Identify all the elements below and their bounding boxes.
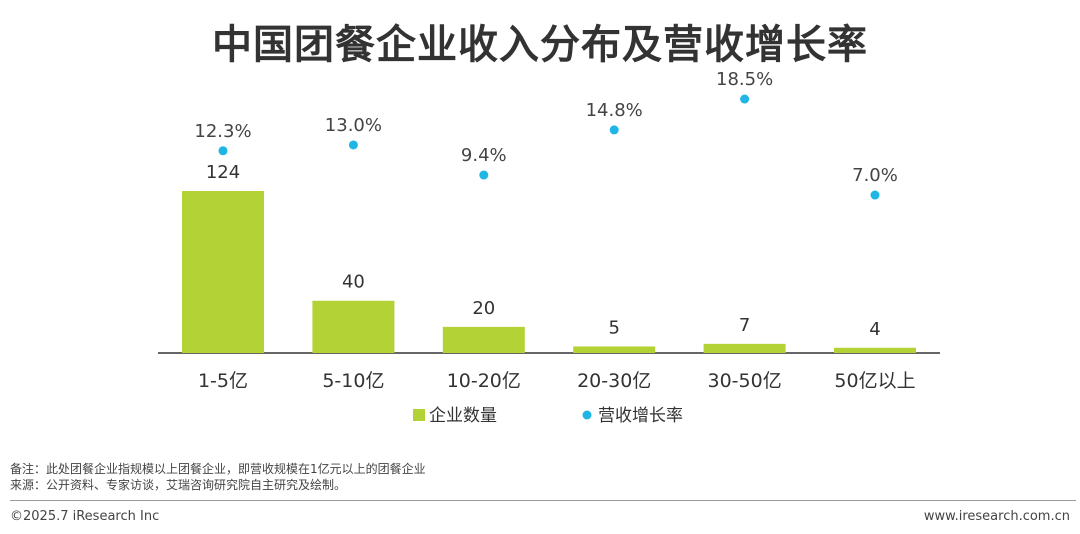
x-tick-label: 5-10亿 [322, 370, 384, 392]
x-tick-label: 1-5亿 [198, 370, 248, 392]
x-tick-label: 20-30亿 [577, 370, 651, 392]
bar-5 [703, 343, 786, 353]
growth-point-5 [740, 94, 750, 104]
legend-growth-swatch [582, 410, 592, 420]
bar-value-label: 124 [206, 162, 240, 183]
remark-note: 备注：此处团餐企业指规模以上团餐企业，即营收规模在1亿元以上的团餐企业 [10, 462, 426, 476]
chart-svg: 124 12.3% 1-5亿 40 13.0% 5-10亿 20 9.4% 10-20亿 5 14.… [158, 69, 940, 426]
legend-bar-label: 企业数量 [429, 406, 497, 426]
bar-3 [442, 326, 525, 353]
bar-6 [834, 347, 916, 353]
growth-value-label: 7.0% [852, 165, 898, 186]
source-note: 来源：公开资料、专家访谈，艾瑞咨询研究院自主研究及绘制。 [10, 478, 347, 492]
bar-1 [182, 191, 264, 353]
growth-value-label: 12.3% [194, 121, 251, 142]
growth-point-1 [218, 146, 228, 156]
growth-value-label: 13.0% [325, 115, 382, 136]
growth-point-2 [348, 140, 358, 150]
growth-point-3 [479, 170, 489, 180]
legend-growth-label: 营收增长率 [598, 406, 683, 426]
bar-4 [573, 346, 656, 353]
growth-value-label: 18.5% [716, 69, 773, 90]
footer-divider [10, 500, 1076, 501]
website-link[interactable]: www.iresearch.com.cn [923, 509, 1070, 524]
bar-value-label: 40 [342, 272, 365, 293]
x-tick-label: 10-20亿 [447, 370, 521, 392]
bar-value-label: 7 [739, 315, 750, 336]
legend-bar-swatch [413, 409, 425, 421]
bar-value-label: 5 [608, 317, 619, 338]
x-tick-label: 30-50亿 [707, 370, 781, 392]
growth-point-6 [870, 190, 880, 200]
bar-value-label: 4 [869, 319, 880, 340]
growth-point-4 [609, 125, 619, 135]
chart-title: 中国团餐企业收入分布及营收增长率 [212, 22, 868, 68]
growth-value-label: 9.4% [461, 145, 507, 166]
bar-2 [312, 300, 395, 353]
copyright-text: ©2025.7 iResearch Inc [10, 509, 160, 524]
growth-value-label: 14.8% [586, 100, 643, 121]
x-tick-label: 50亿以上 [834, 370, 915, 392]
bar-value-label: 20 [472, 298, 495, 319]
